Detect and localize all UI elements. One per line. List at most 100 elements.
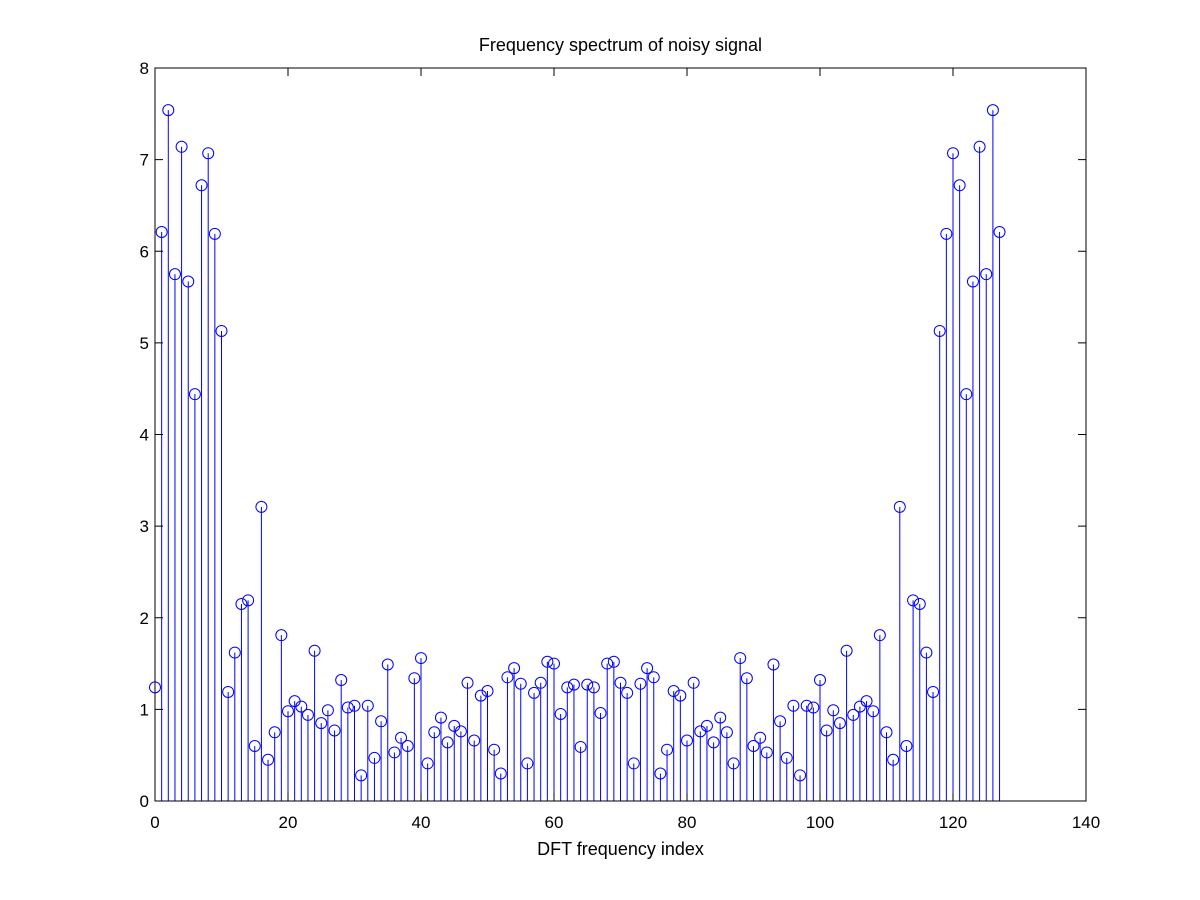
stem-marker: [242, 594, 255, 607]
stem-marker: [747, 740, 760, 753]
stem-marker: [860, 695, 873, 708]
stem-marker: [714, 711, 727, 724]
stem-marker: [508, 662, 521, 675]
stem-marker: [960, 388, 973, 401]
stem-marker: [208, 227, 221, 240]
stem-marker: [415, 652, 427, 665]
stem-marker: [561, 681, 574, 694]
stem-marker: [308, 644, 321, 657]
stem-marker: [401, 740, 414, 753]
y-tick-label: 5: [140, 334, 149, 353]
stem-marker: [973, 140, 986, 153]
stem-marker: [900, 740, 913, 753]
stem-marker: [867, 705, 880, 718]
stem-marker: [567, 678, 580, 691]
stem-marker: [548, 657, 560, 670]
stem-marker: [395, 731, 408, 744]
stem-marker: [760, 746, 773, 759]
y-tick-label: 8: [140, 59, 149, 78]
stem-marker: [301, 708, 314, 721]
stem-marker: [228, 646, 241, 659]
stem-marker: [754, 731, 767, 744]
stem-marker: [215, 324, 228, 337]
stem-marker: [820, 724, 833, 737]
stem-marker: [541, 655, 554, 668]
stem-marker: [787, 699, 800, 712]
stem-marker: [408, 672, 421, 685]
stem-marker: [282, 705, 294, 718]
stem-marker: [488, 743, 501, 756]
stem-marker: [800, 699, 813, 712]
stem-marker: [980, 268, 993, 281]
stem-marker: [614, 676, 627, 689]
plot-area: [155, 68, 1086, 801]
stem-marker: [328, 724, 341, 737]
stem-marker: [501, 671, 514, 684]
stem-marker: [774, 715, 787, 728]
stem-marker: [361, 699, 374, 712]
stem-marker: [521, 757, 534, 770]
x-tick-label: 140: [1072, 813, 1100, 832]
stem-marker: [222, 685, 235, 698]
y-axis-ticks: 0 1 2 3 4 5 6 7 8: [140, 59, 1086, 811]
stem-marker: [661, 743, 674, 756]
stem-marker: [634, 677, 647, 690]
stem-marker: [893, 500, 906, 513]
stem-marker: [155, 226, 168, 239]
stem-marker: [574, 740, 587, 753]
stem-marker: [594, 707, 607, 720]
stem-marker: [627, 757, 640, 770]
stem-marker: [707, 736, 720, 749]
stem-marker: [348, 699, 361, 712]
stem-marker: [381, 658, 394, 671]
stem-marker: [814, 674, 826, 687]
stem-marker: [295, 700, 308, 713]
stem-marker: [681, 734, 693, 747]
chart-title: Frequency spectrum of noisy signal: [479, 35, 762, 55]
stem-marker: [175, 140, 188, 153]
stem-marker: [581, 678, 594, 691]
stem-marker: [887, 753, 900, 766]
stem-marker: [674, 689, 687, 702]
stem-marker: [920, 646, 933, 659]
stem-marker: [953, 179, 966, 192]
stem-marker: [202, 147, 215, 160]
stem-marker: [262, 753, 275, 766]
stem-marker: [321, 704, 334, 717]
x-tick-label: 80: [678, 813, 697, 832]
stem-marker: [441, 736, 454, 749]
stem-marker: [341, 701, 354, 714]
stem-marker: [388, 746, 401, 759]
stem-marker: [940, 227, 953, 240]
stem-marker: [734, 652, 747, 665]
stem-marker: [807, 701, 820, 714]
y-tick-label: 7: [140, 151, 149, 170]
stem-marker: [534, 676, 547, 689]
stem-marker: [195, 179, 208, 192]
stem-marker: [601, 657, 614, 670]
x-tick-label: 40: [412, 813, 431, 832]
stem-marker: [913, 598, 926, 611]
stem-marker: [840, 644, 853, 657]
y-tick-label: 6: [140, 242, 149, 261]
stem-marker: [720, 726, 733, 739]
stem-marker: [833, 717, 846, 730]
stem-marker: [421, 757, 434, 770]
stem-marker: [880, 726, 893, 739]
stem-marker: [454, 725, 467, 738]
stem-marker: [740, 672, 753, 685]
stem-marker: [355, 769, 368, 782]
stem-marker: [993, 226, 1006, 239]
stem-marker: [847, 708, 860, 721]
stem-marker: [554, 707, 567, 720]
stem-marker: [966, 275, 979, 288]
x-tick-label: 20: [279, 813, 298, 832]
stem-marker: [248, 740, 261, 753]
stem-marker: [794, 769, 807, 782]
stem-marker: [434, 711, 447, 724]
stem-marker: [667, 685, 680, 698]
stem-marker: [827, 704, 840, 717]
y-tick-label: 4: [140, 426, 149, 445]
stem-marker: [188, 388, 201, 401]
stem-marker: [927, 685, 940, 698]
